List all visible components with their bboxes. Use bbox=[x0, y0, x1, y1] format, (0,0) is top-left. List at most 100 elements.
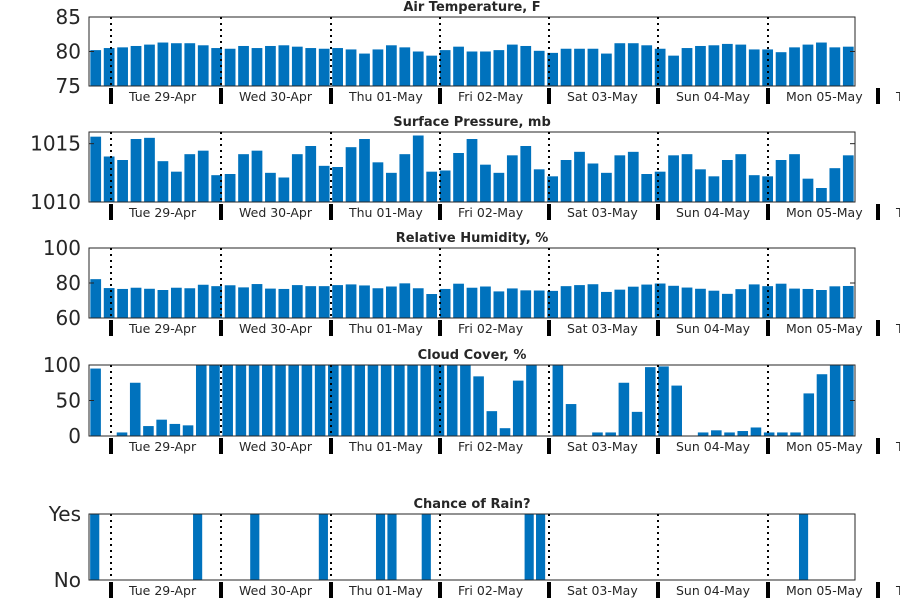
data-bar bbox=[750, 427, 762, 436]
day-label: Tu bbox=[895, 321, 900, 336]
data-bar bbox=[618, 382, 630, 436]
data-bar bbox=[209, 365, 220, 436]
data-bar bbox=[157, 290, 169, 318]
day-label: Fri 02-May bbox=[458, 583, 524, 598]
data-bar bbox=[385, 172, 397, 202]
data-bar bbox=[170, 171, 182, 202]
data-bar bbox=[250, 514, 260, 580]
data-bar bbox=[658, 366, 669, 436]
data-bar bbox=[314, 365, 326, 436]
data-bar bbox=[493, 50, 505, 86]
data-bar bbox=[407, 365, 418, 436]
data-bar bbox=[842, 46, 854, 86]
day-label: Fri 02-May bbox=[458, 439, 524, 454]
data-bar bbox=[372, 162, 384, 202]
data-bar bbox=[721, 293, 733, 318]
data-bar bbox=[345, 49, 357, 86]
data-bar bbox=[197, 45, 209, 86]
day-label: Sat 03-May bbox=[567, 89, 638, 104]
chart-title: Air Temperature, F bbox=[403, 0, 540, 15]
data-bar bbox=[614, 155, 626, 202]
data-bar bbox=[524, 514, 534, 580]
data-bar bbox=[681, 48, 693, 86]
data-bar bbox=[668, 155, 679, 202]
data-bar bbox=[552, 365, 564, 436]
data-bar bbox=[144, 44, 155, 86]
data-bar bbox=[211, 175, 223, 202]
data-bar bbox=[169, 423, 181, 436]
data-bar bbox=[816, 42, 827, 86]
data-bar bbox=[789, 288, 800, 318]
data-bar bbox=[170, 287, 182, 318]
data-bar bbox=[605, 432, 616, 436]
data-bar bbox=[291, 46, 303, 86]
day-label: Thu 01-May bbox=[348, 583, 423, 598]
day-label: Fri 02-May bbox=[458, 321, 524, 336]
y-tick-label: 50 bbox=[56, 389, 81, 413]
data-bar bbox=[399, 154, 411, 202]
data-bar bbox=[265, 288, 276, 318]
data-bar bbox=[117, 288, 128, 318]
data-bar bbox=[775, 283, 787, 318]
data-bar bbox=[130, 287, 142, 318]
data-bar bbox=[116, 432, 128, 436]
data-bar bbox=[466, 139, 478, 202]
data-bar bbox=[843, 365, 854, 436]
day-label: Fri 02-May bbox=[458, 205, 524, 220]
data-bar bbox=[499, 428, 511, 436]
data-bar bbox=[790, 432, 801, 436]
data-bar bbox=[318, 286, 330, 318]
data-bar bbox=[332, 285, 343, 318]
day-label: Tue 29-Apr bbox=[128, 321, 197, 336]
data-bar bbox=[439, 288, 451, 318]
data-bar bbox=[426, 294, 438, 318]
day-label: Sat 03-May bbox=[567, 321, 638, 336]
data-bar bbox=[426, 171, 438, 202]
data-bar bbox=[90, 368, 101, 436]
data-bar bbox=[697, 432, 709, 436]
data-bar bbox=[341, 365, 352, 436]
y-tick-label: No bbox=[54, 568, 81, 592]
panel-0: Air Temperature, F 75 80 85 Tue 29-Apr Wed 30… bbox=[56, 0, 900, 104]
y-tick-label: 75 bbox=[56, 74, 81, 98]
data-bar bbox=[103, 156, 115, 202]
data-bar bbox=[332, 167, 343, 202]
data-bar bbox=[506, 44, 518, 86]
data-bar bbox=[592, 432, 603, 436]
data-bar bbox=[654, 283, 666, 318]
y-tick-label: 85 bbox=[56, 5, 81, 29]
data-bar bbox=[775, 52, 787, 86]
day-label: Sun 04-May bbox=[676, 439, 751, 454]
data-bar bbox=[721, 160, 733, 202]
data-bar bbox=[645, 367, 656, 436]
y-tick-label: 60 bbox=[56, 306, 81, 330]
data-bar bbox=[103, 288, 115, 318]
day-label: Wed 30-Apr bbox=[239, 89, 313, 104]
data-bar bbox=[184, 288, 196, 318]
data-bar bbox=[560, 160, 572, 202]
plot-frame bbox=[88, 513, 856, 581]
day-label: Sat 03-May bbox=[567, 439, 638, 454]
data-bar bbox=[631, 411, 643, 436]
day-label: Sun 04-May bbox=[676, 321, 751, 336]
data-bar bbox=[526, 365, 537, 436]
day-label: Wed 30-Apr bbox=[239, 583, 313, 598]
data-bar bbox=[130, 139, 142, 202]
data-bar bbox=[197, 284, 209, 318]
data-bar bbox=[412, 135, 424, 202]
data-bar bbox=[278, 288, 290, 318]
data-bar bbox=[251, 150, 263, 202]
data-bar bbox=[547, 52, 559, 86]
data-bar bbox=[641, 284, 653, 318]
data-bar bbox=[695, 45, 706, 86]
data-bar bbox=[587, 163, 599, 202]
data-bar bbox=[798, 514, 809, 580]
data-bar bbox=[536, 514, 546, 580]
data-bar bbox=[211, 48, 223, 86]
data-bar bbox=[574, 285, 585, 318]
panel-1: Surface Pressure, mb 1010 1015 Tue 29-Apr We… bbox=[30, 115, 900, 220]
data-bar bbox=[601, 53, 612, 86]
data-bar bbox=[328, 365, 339, 436]
plot-frame bbox=[88, 131, 856, 203]
